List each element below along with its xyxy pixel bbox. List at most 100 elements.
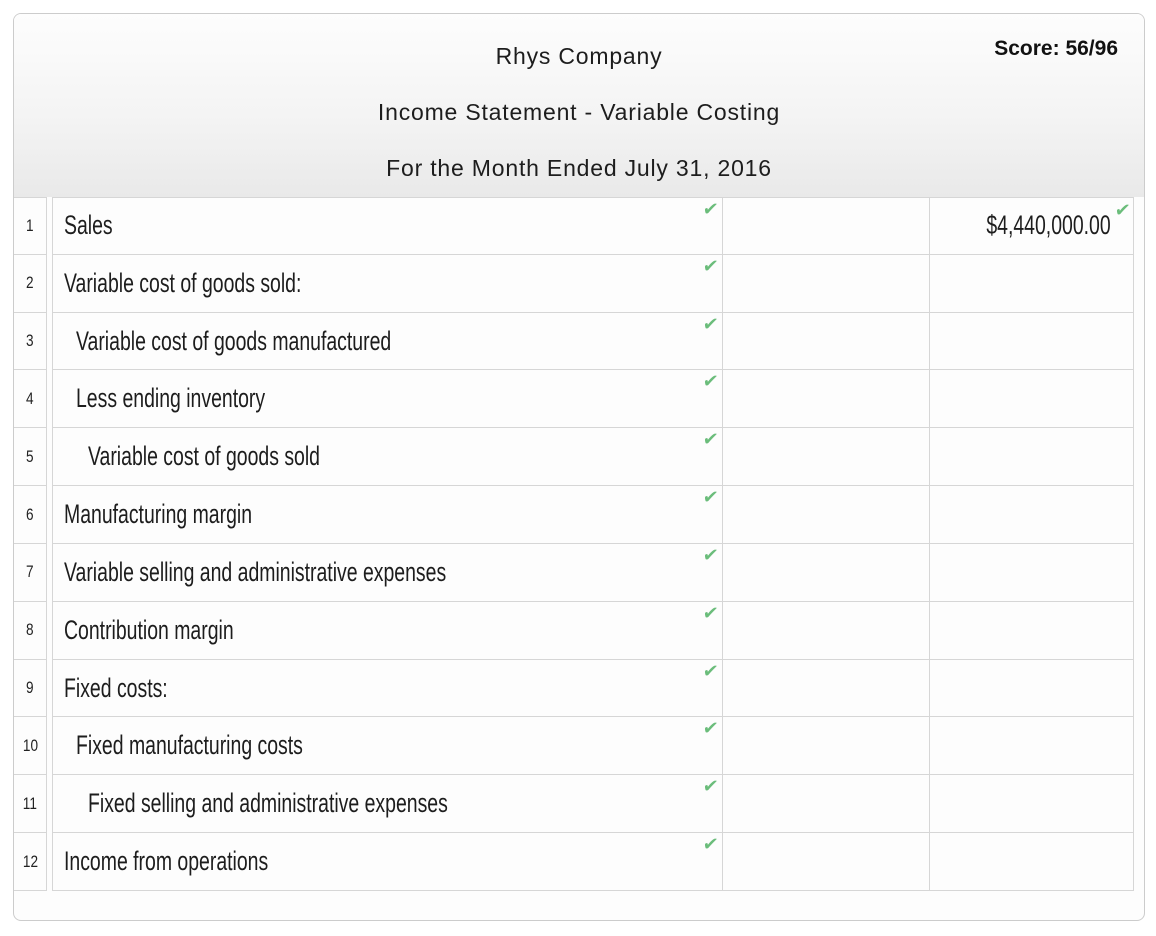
amount1-cell[interactable] (723, 775, 930, 834)
description-cell[interactable]: Sales ✔ (52, 197, 723, 255)
description-cell[interactable]: Manufacturing margin ✔ (52, 486, 723, 544)
check-icon: ✔ (701, 718, 720, 739)
row-number: 3 (26, 331, 34, 351)
row-number: 6 (26, 504, 34, 524)
amount2-cell[interactable] (930, 312, 1134, 371)
row-label: Fixed selling and administrative expense… (88, 788, 448, 819)
amount1-cell[interactable] (723, 197, 930, 255)
row-number-cell: 3 (14, 312, 47, 371)
amount1-cell[interactable] (723, 601, 930, 660)
check-icon: ✔ (701, 834, 720, 855)
amount1-cell[interactable] (723, 254, 930, 313)
table-row: 8 Contribution margin ✔ (14, 601, 1144, 660)
table-row: 1 Sales ✔ $4,440,000.00 ✔ (14, 197, 1144, 255)
row-label: Variable cost of goods manufactured (76, 325, 392, 356)
check-icon: ✔ (701, 602, 720, 623)
description-cell[interactable]: Variable cost of goods sold: ✔ (52, 254, 723, 313)
amount2-cell[interactable] (930, 543, 1134, 602)
check-icon: ✔ (701, 660, 720, 681)
amount1-cell[interactable] (723, 312, 930, 371)
period-line: For the Month Ended July 31, 2016 (386, 155, 772, 181)
row-number: 4 (26, 388, 34, 408)
worksheet-card: Score: 56/96 Rhys Company Income Stateme… (13, 13, 1145, 921)
row-label: Less ending inventory (76, 383, 266, 414)
row-number: 12 (22, 851, 38, 871)
check-icon: ✔ (701, 544, 720, 565)
description-cell[interactable]: Income from operations ✔ (52, 833, 723, 891)
amount1-cell[interactable] (723, 543, 930, 602)
amount2-value: $4,440,000.00 (986, 210, 1111, 241)
check-icon: ✔ (701, 199, 720, 219)
amount1-cell[interactable] (723, 659, 930, 718)
table-row: 6 Manufacturing margin ✔ (14, 486, 1144, 544)
table-row: 10 Fixed manufacturing costs ✔ (14, 717, 1144, 776)
row-number: 8 (26, 620, 34, 640)
row-label: Variable cost of goods sold (88, 441, 320, 472)
description-cell[interactable]: Fixed selling and administrative expense… (52, 775, 723, 834)
row-number: 1 (26, 215, 34, 235)
amount2-cell[interactable] (930, 601, 1134, 660)
amount1-cell[interactable] (723, 486, 930, 544)
row-number: 10 (22, 735, 38, 755)
amount2-cell[interactable] (930, 428, 1134, 487)
amount2-cell[interactable] (930, 370, 1134, 429)
description-cell[interactable]: Variable cost of goods sold ✔ (52, 428, 723, 487)
check-icon: ✔ (701, 487, 720, 508)
row-number-cell: 11 (14, 775, 47, 834)
row-number: 11 (22, 793, 38, 813)
row-label: Contribution margin (64, 614, 234, 645)
amount2-cell[interactable] (930, 659, 1134, 718)
row-label: Variable selling and administrative expe… (64, 556, 447, 587)
table-row: 3 Variable cost of goods manufactured ✔ (14, 312, 1144, 371)
row-label: Variable cost of goods sold: (64, 267, 302, 298)
row-label: Income from operations (64, 846, 269, 877)
description-cell[interactable]: Less ending inventory ✔ (52, 370, 723, 429)
row-number: 9 (26, 678, 34, 698)
row-number-cell: 9 (14, 659, 47, 718)
amount1-cell[interactable] (723, 428, 930, 487)
check-icon: ✔ (701, 776, 720, 797)
statement-table: 1 Sales ✔ $4,440,000.00 ✔ 2 Variable cos… (14, 197, 1144, 891)
table-row: 5 Variable cost of goods sold ✔ (14, 428, 1144, 487)
row-number-cell: 4 (14, 370, 47, 429)
check-icon: ✔ (1113, 200, 1132, 220)
row-number-cell: 5 (14, 428, 47, 487)
table-row: 9 Fixed costs: ✔ (14, 659, 1144, 718)
amount2-cell[interactable] (930, 717, 1134, 776)
check-icon: ✔ (701, 371, 720, 392)
row-number-cell: 12 (14, 833, 47, 891)
description-cell[interactable]: Contribution margin ✔ (52, 601, 723, 660)
amount2-cell[interactable] (930, 486, 1134, 544)
row-number-cell: 2 (14, 254, 47, 313)
row-label: Manufacturing margin (64, 499, 253, 530)
amount2-cell[interactable] (930, 775, 1134, 834)
amount2-cell[interactable] (930, 254, 1134, 313)
row-number-cell: 7 (14, 543, 47, 602)
row-number: 5 (26, 446, 34, 466)
row-number: 2 (26, 273, 34, 293)
check-icon: ✔ (701, 429, 720, 450)
amount1-cell[interactable] (723, 717, 930, 776)
row-number-cell: 1 (14, 197, 47, 255)
score-badge: Score: 56/96 (994, 37, 1118, 60)
description-cell[interactable]: Variable selling and administrative expe… (52, 543, 723, 602)
row-number-cell: 6 (14, 486, 47, 544)
row-number-cell: 8 (14, 601, 47, 660)
row-label: Fixed manufacturing costs (76, 730, 303, 761)
amount2-cell[interactable] (930, 833, 1134, 891)
row-label: Sales (64, 210, 113, 241)
check-icon: ✔ (701, 313, 720, 334)
statement-header: Score: 56/96 Rhys Company Income Stateme… (14, 14, 1144, 197)
table-row: 11 Fixed selling and administrative expe… (14, 775, 1144, 834)
table-row: 12 Income from operations ✔ (14, 833, 1144, 891)
table-row: 2 Variable cost of goods sold: ✔ (14, 254, 1144, 313)
description-cell[interactable]: Fixed manufacturing costs ✔ (52, 717, 723, 776)
row-number: 7 (26, 562, 34, 582)
table-row: 4 Less ending inventory ✔ (14, 370, 1144, 429)
amount1-cell[interactable] (723, 833, 930, 891)
description-cell[interactable]: Variable cost of goods manufactured ✔ (52, 312, 723, 371)
description-cell[interactable]: Fixed costs: ✔ (52, 659, 723, 718)
amount2-cell[interactable]: $4,440,000.00 ✔ (930, 197, 1134, 255)
amount1-cell[interactable] (723, 370, 930, 429)
check-icon: ✔ (701, 255, 720, 276)
